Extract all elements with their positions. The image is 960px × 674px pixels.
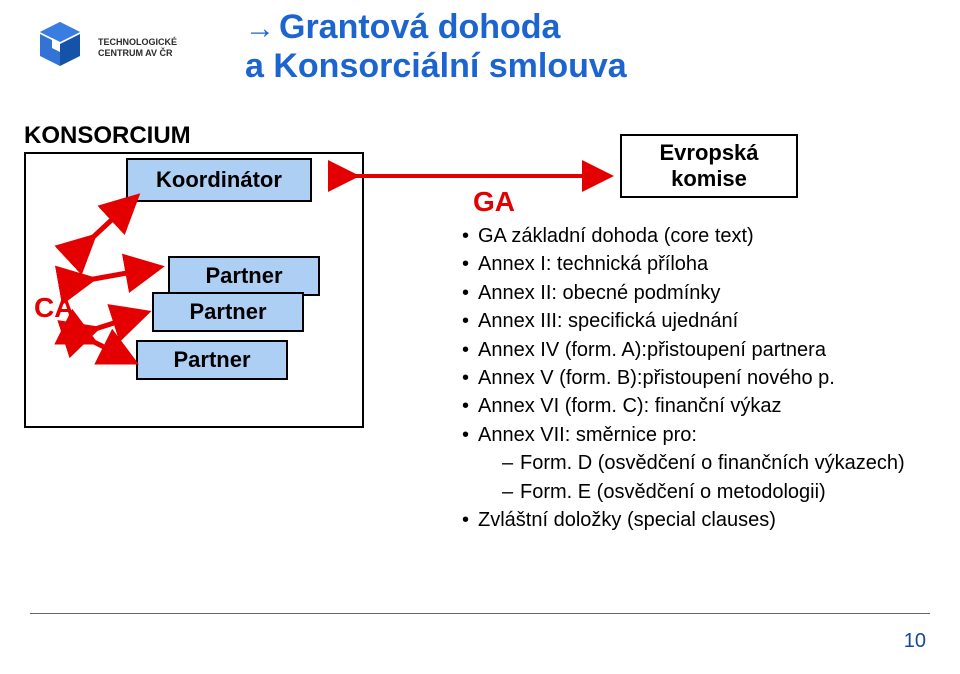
bullet-l1: Annex V (form. B):přistoupení nového p. [460, 364, 960, 392]
bullet-l1: Annex II: obecné podmínky [460, 279, 960, 307]
title-text-1: Grantová dohoda [279, 8, 560, 46]
bullet-l1: Annex I: technická příloha [460, 250, 960, 278]
partner-node-mid: Partner [152, 292, 304, 332]
bullet-l2: Form. D (osvědčení o finančních výkazech… [460, 449, 960, 477]
konsorcium-label: KONSORCIUM [24, 122, 191, 150]
logo-cube-icon [30, 18, 90, 78]
koordinator-node: Koordinátor [126, 158, 312, 202]
bullet-l1: GA základní dohoda (core text) [460, 222, 960, 250]
ec-box: Evropská komise [620, 134, 798, 198]
bullet-l1: Annex VII: směrnice pro: [460, 421, 960, 449]
page-number: 10 [904, 630, 926, 653]
logo-text-line2: CENTRUM AV ČR [98, 48, 177, 59]
arrow-right-icon: → [245, 12, 275, 47]
footer-divider [30, 613, 930, 614]
logo-text-line1: TECHNOLOGICKÉ [98, 37, 177, 48]
slide-title: →Grantová dohoda a Konsorciální smlouva [245, 8, 627, 86]
ec-line1: Evropská [622, 140, 796, 166]
bullet-l1: Annex VI (form. C): finanční výkaz [460, 392, 960, 420]
partner-node-front: Partner [136, 340, 288, 380]
title-line1: →Grantová dohoda [245, 8, 627, 47]
title-line2: a Konsorciální smlouva [245, 47, 627, 86]
partner-node-back: Partner [168, 256, 320, 296]
bullet-list: GA základní dohoda (core text)Annex I: t… [460, 222, 960, 534]
bullet-l1: Annex III: specifická ujednání [460, 307, 960, 335]
ga-label: GA [473, 186, 515, 218]
ca-label: CA [34, 292, 74, 324]
org-logo: TECHNOLOGICKÉ CENTRUM AV ČR [30, 18, 177, 78]
logo-text: TECHNOLOGICKÉ CENTRUM AV ČR [98, 37, 177, 59]
bullet-l2: Form. E (osvědčení o metodologii) [460, 478, 960, 506]
bullet-l1: Annex IV (form. A):přistoupení partnera [460, 336, 960, 364]
bullet-l1: Zvláštní doložky (special clauses) [460, 506, 960, 534]
ec-line2: komise [622, 166, 796, 192]
